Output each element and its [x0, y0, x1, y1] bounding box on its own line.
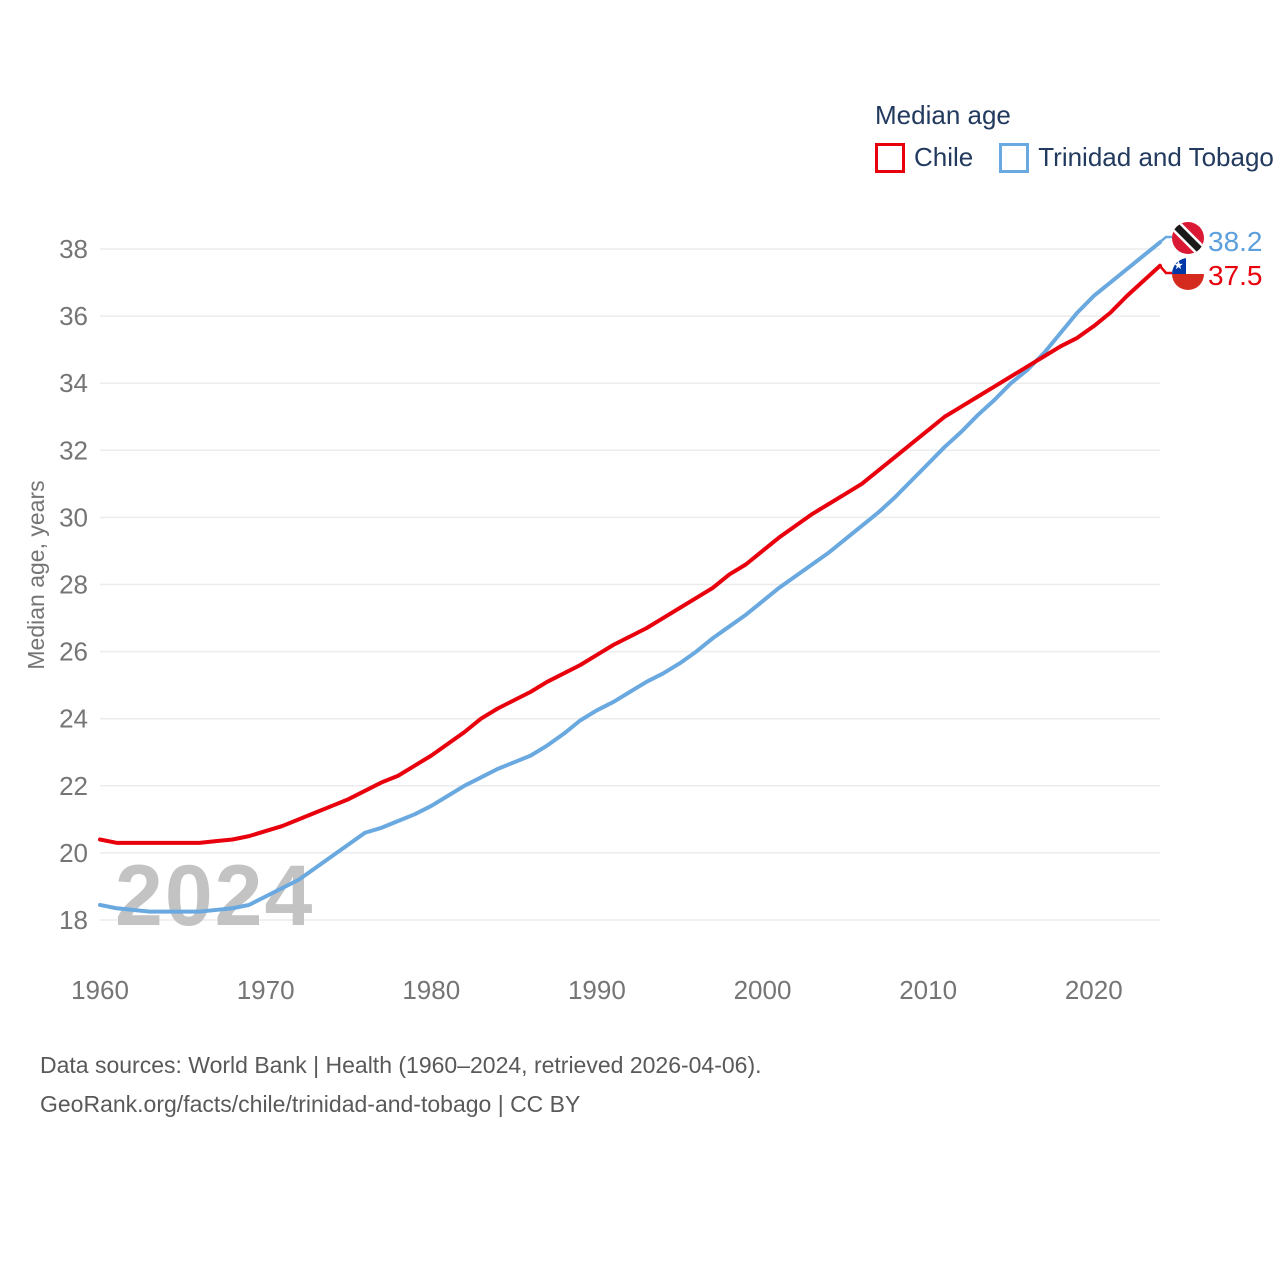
- xtick-1970: 1970: [237, 975, 295, 1005]
- legend-label-trinidad-and-tobago: Trinidad and Tobago: [1038, 142, 1274, 172]
- chile-series-swatch: [875, 142, 905, 173]
- legend-item-trinidad-and-tobago[interactable]: Trinidad and Tobago: [999, 142, 1274, 173]
- chile-value-label: 37.5: [1208, 260, 1263, 291]
- ytick-32: 32: [59, 435, 88, 465]
- median-age-line-chart: 2024 18 20 22 24 26 28 30 32 34 36 38 1960 1970 1980…: [23, 222, 1263, 1005]
- x-axis-tick-labels: 1960 1970 1980 1990 2000 2010 2020: [71, 975, 1123, 1005]
- legend-item-chile[interactable]: Chile: [875, 142, 973, 173]
- ytick-36: 36: [59, 301, 88, 331]
- ytick-20: 20: [59, 838, 88, 868]
- ytick-30: 30: [59, 502, 88, 532]
- ytick-34: 34: [59, 368, 88, 398]
- chile-flag-star: [1174, 260, 1183, 270]
- legend-label-chile: Chile: [914, 142, 974, 172]
- chile-flag-icon: [1172, 258, 1204, 290]
- xtick-1980: 1980: [402, 975, 460, 1005]
- xtick-2020: 2020: [1065, 975, 1123, 1005]
- ytick-24: 24: [59, 704, 88, 734]
- gridlines: [100, 248, 1160, 921]
- footer: Data sources: World Bank | Health (1960–…: [40, 1046, 762, 1124]
- ytick-28: 28: [59, 570, 88, 600]
- trinidad-and-tobago-line: [98, 240, 1162, 914]
- trinidad-and-tobago-series-swatch: [999, 142, 1030, 173]
- y-axis-tick-labels: 18 20 22 24 26 28 30 32 34 36 38: [59, 234, 88, 935]
- legend: Median age Chile Trinidad and Tobago: [875, 100, 1280, 173]
- ytick-38: 38: [59, 234, 88, 264]
- ytick-22: 22: [59, 771, 88, 801]
- ytick-18: 18: [59, 905, 88, 935]
- xtick-1960: 1960: [71, 975, 129, 1005]
- trinidad-value-label: 38.2: [1208, 226, 1263, 257]
- source-url-line: GeoRank.org/facts/chile/trinidad-and-tob…: [40, 1091, 581, 1117]
- chile-connector: [1159, 265, 1172, 275]
- trinidad-connector: [1159, 235, 1172, 243]
- chile-line: [98, 263, 1162, 845]
- trinidad-and-tobago-flag-icon: [1172, 222, 1204, 254]
- xtick-2000: 2000: [734, 975, 792, 1005]
- legend-title: Median age: [875, 100, 1011, 130]
- series-lines: [98, 240, 1162, 914]
- xtick-2010: 2010: [899, 975, 957, 1005]
- xtick-1990: 1990: [568, 975, 626, 1005]
- watermark-year: 2024: [115, 848, 314, 944]
- ytick-26: 26: [59, 637, 88, 667]
- y-axis-title: Median age, years: [23, 480, 49, 669]
- data-sources-line: Data sources: World Bank | Health (1960–…: [40, 1052, 762, 1078]
